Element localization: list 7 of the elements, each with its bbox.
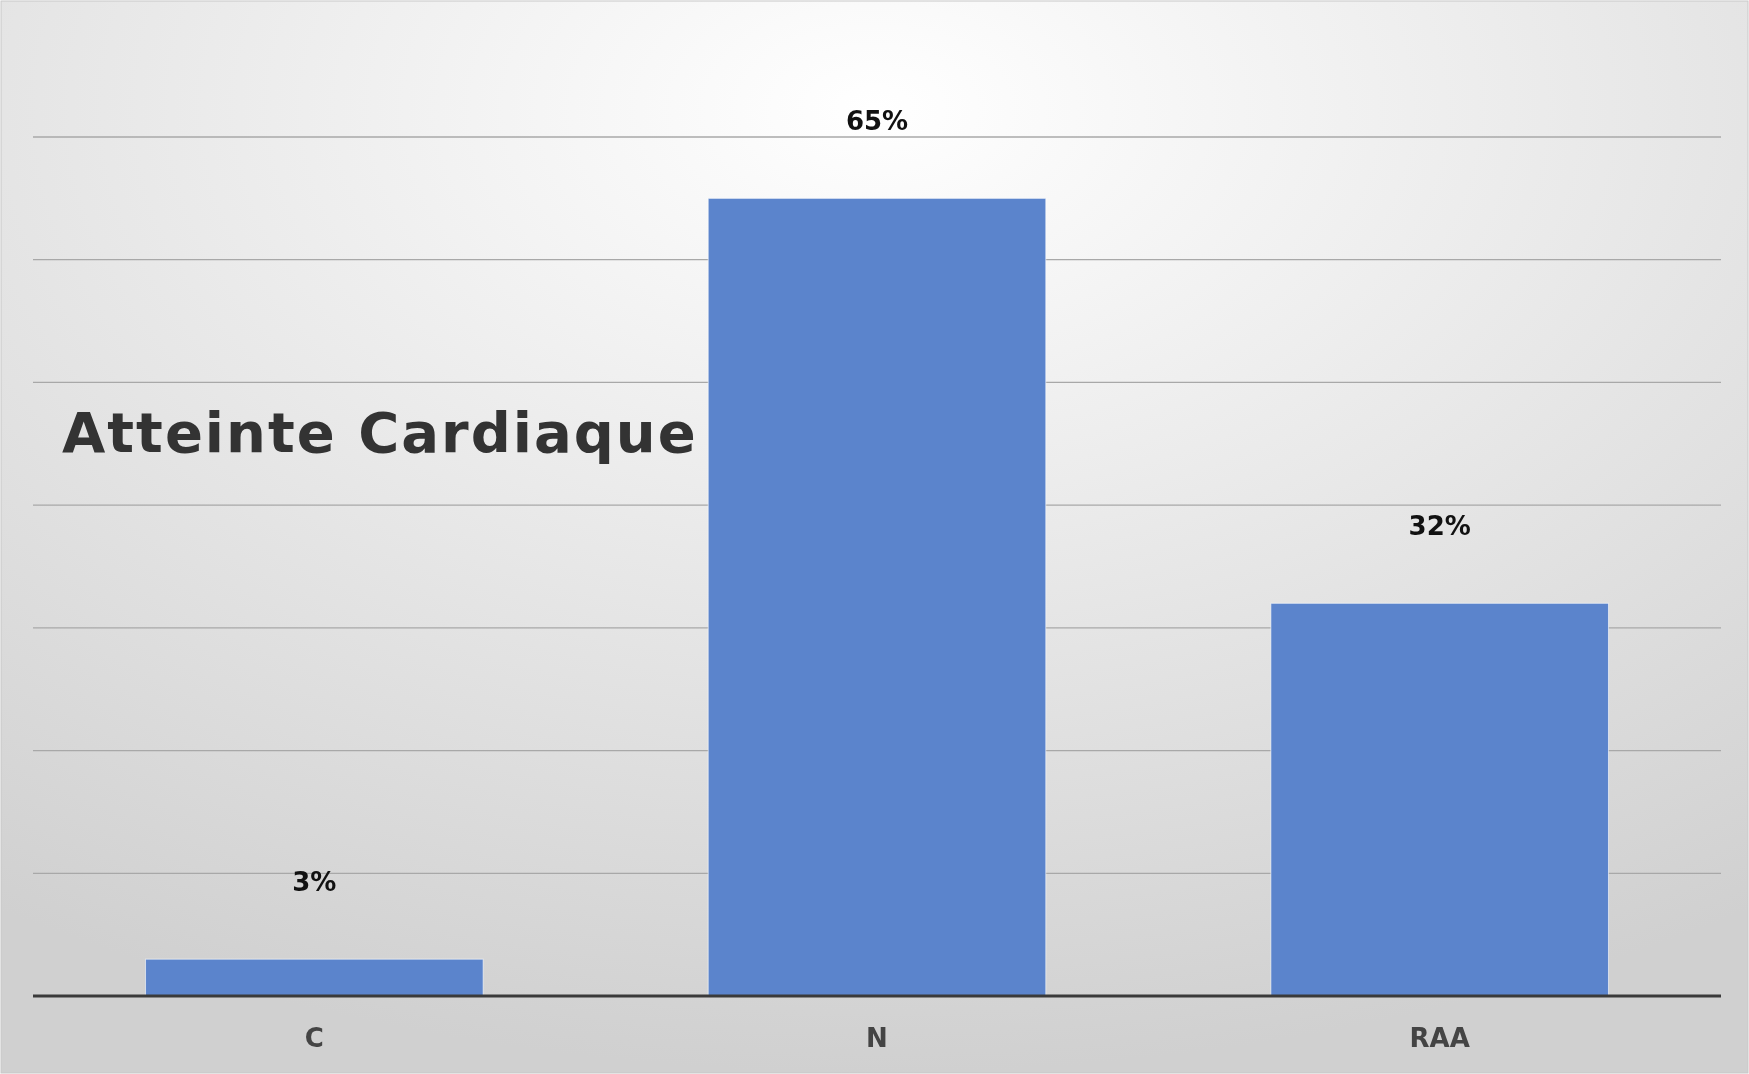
data-label: 3% <box>292 867 337 898</box>
x-tick-label: C <box>304 1023 324 1054</box>
x-tick-label: N <box>866 1023 888 1054</box>
x-tick-label: RAA <box>1409 1023 1470 1054</box>
data-label: 65% <box>845 106 909 137</box>
data-label: 32% <box>1408 511 1471 542</box>
text: Atteinte Cardiaque <box>62 400 698 465</box>
